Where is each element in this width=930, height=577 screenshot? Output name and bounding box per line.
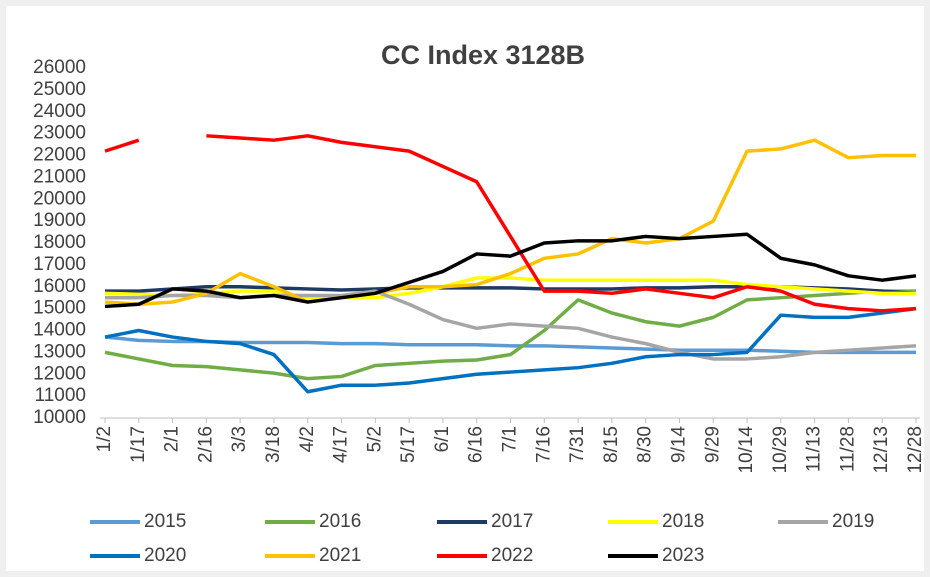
y-tick-label: 24000 xyxy=(33,101,86,122)
x-tick-label: 11/28 xyxy=(837,426,858,472)
y-tick-label: 17000 xyxy=(33,254,86,275)
y-tick-label: 22000 xyxy=(33,145,86,166)
y-tick-label: 12000 xyxy=(33,363,86,384)
series-line xyxy=(104,289,916,381)
x-tick-label: 7/1 xyxy=(500,426,521,452)
y-tick-label: 25000 xyxy=(33,79,86,100)
x-tick-label: 6/1 xyxy=(432,426,453,452)
legend-label: 2023 xyxy=(662,545,704,566)
legend-label: 2017 xyxy=(491,511,533,532)
y-tick-label: 10000 xyxy=(33,407,86,428)
legend-label: 2022 xyxy=(491,545,533,566)
x-tick-label: 8/15 xyxy=(601,426,622,463)
x-tick-label: 6/16 xyxy=(466,426,487,463)
x-tick-label: 2/16 xyxy=(195,426,216,463)
x-tick-label: 11/13 xyxy=(804,426,825,472)
x-tick-label: 1/2 xyxy=(94,426,115,452)
x-tick-label: 5/17 xyxy=(398,426,419,463)
series-line xyxy=(104,232,917,309)
y-tick-label: 18000 xyxy=(33,232,86,253)
x-tick-label: 7/31 xyxy=(567,426,588,463)
series-line xyxy=(104,138,916,306)
legend-label: 2019 xyxy=(832,511,874,532)
y-tick-label: 20000 xyxy=(33,188,86,209)
y-tick-label: 19000 xyxy=(33,210,86,231)
x-tick-label: 5/2 xyxy=(364,426,385,452)
x-tick-label: 10/29 xyxy=(770,426,791,474)
x-tick-label: 3/18 xyxy=(263,426,284,463)
x-tick-label: 1/17 xyxy=(128,426,149,463)
x-tick-label: 12/13 xyxy=(871,426,892,474)
y-tick-label: 23000 xyxy=(33,123,86,144)
y-tick-label: 15000 xyxy=(33,298,86,319)
series-line xyxy=(206,134,917,313)
y-tick-label: 14000 xyxy=(33,320,86,341)
x-tick-label: 9/14 xyxy=(668,426,689,463)
series-line xyxy=(104,306,917,394)
chart-title: CC Index 3128B xyxy=(381,40,585,70)
legend-label: 2020 xyxy=(144,545,186,566)
x-tick-label: 8/30 xyxy=(635,426,656,463)
x-tick-label: 9/29 xyxy=(702,426,723,463)
legend-label: 2018 xyxy=(662,511,704,532)
x-tick-label: 3/3 xyxy=(229,426,250,452)
x-tick-label: 4/17 xyxy=(331,426,352,463)
x-tick-label: 2/1 xyxy=(162,426,183,452)
legend-label: 2021 xyxy=(319,545,361,566)
y-tick-label: 26000 xyxy=(33,57,86,78)
series-line xyxy=(104,138,140,153)
y-tick-label: 16000 xyxy=(33,276,86,297)
y-tick-label: 13000 xyxy=(33,341,86,362)
y-tick-label: 11000 xyxy=(35,385,86,406)
series-line xyxy=(104,276,916,300)
x-tick-label: 10/14 xyxy=(736,426,757,474)
x-tick-label: 12/28 xyxy=(905,426,926,474)
y-tick-label: 21000 xyxy=(33,166,86,187)
x-tick-label: 4/2 xyxy=(297,426,318,452)
x-tick-label: 7/16 xyxy=(533,426,554,463)
legend-label: 2015 xyxy=(144,511,186,532)
legend-label: 2016 xyxy=(319,511,361,532)
